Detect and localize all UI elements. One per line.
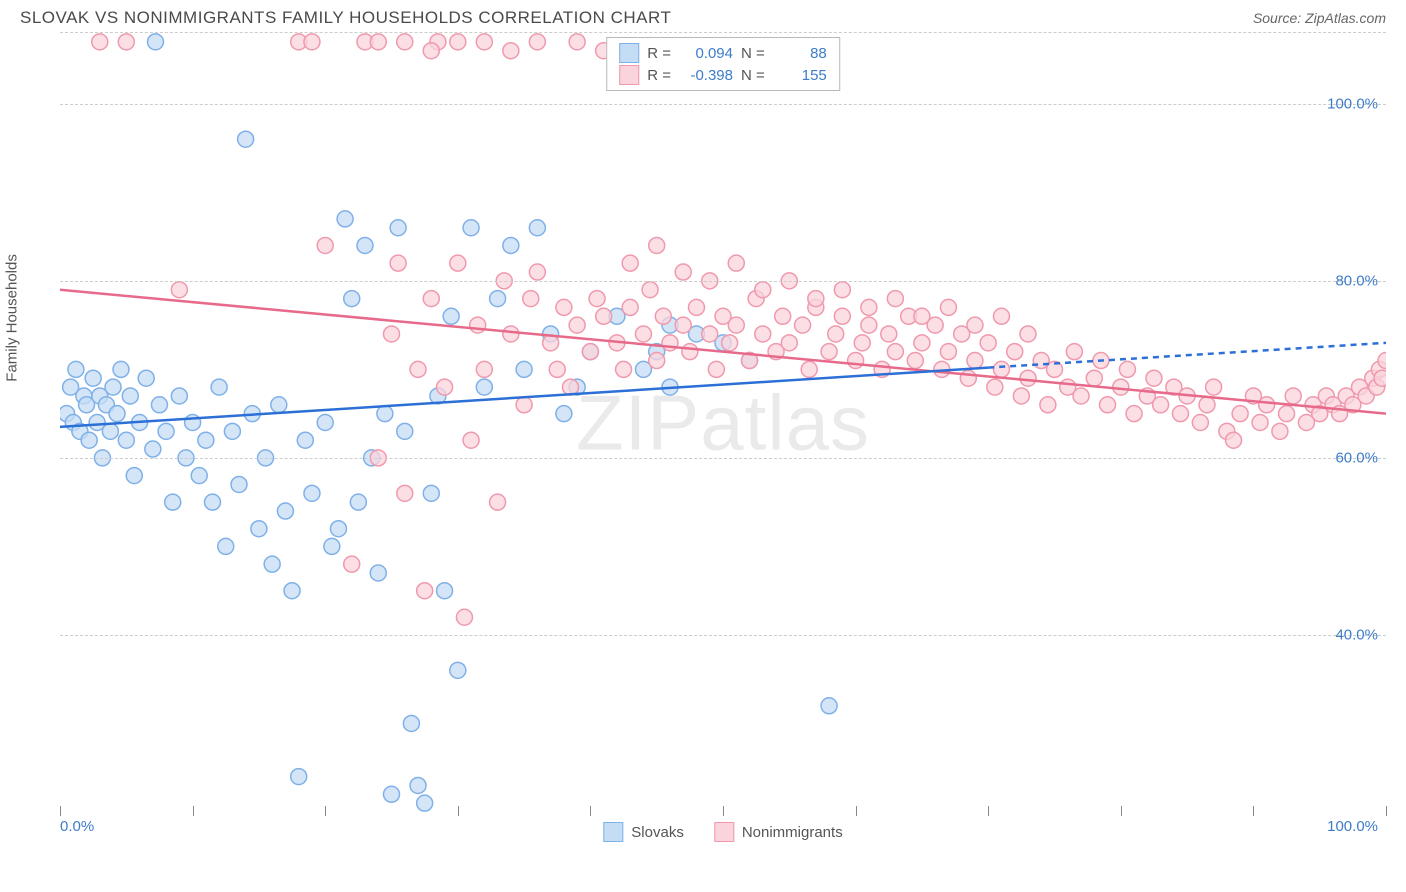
y-tick-label: 100.0% <box>1327 95 1378 112</box>
x-min-label: 0.0% <box>60 818 94 835</box>
source-label: Source: ZipAtlas.com <box>1253 10 1386 26</box>
legend-label: Slovaks <box>631 824 684 841</box>
n-value: 88 <box>773 45 827 62</box>
stats-row-2: R = -0.398 N = 155 <box>619 64 827 86</box>
legend-item-2: Nonimmigrants <box>714 822 843 842</box>
r-label: R = <box>647 67 671 84</box>
y-tick-label: 60.0% <box>1335 449 1378 466</box>
scatter-svg <box>60 33 1386 812</box>
plot-area: ZIPatlas R = 0.094 N = 88 R = -0.398 N =… <box>60 32 1386 812</box>
swatch-series1 <box>619 43 639 63</box>
n-value: 155 <box>773 67 827 84</box>
y-tick-label: 80.0% <box>1335 272 1378 289</box>
r-value: 0.094 <box>679 45 733 62</box>
y-axis-label: Family Households <box>4 254 21 382</box>
x-axis-labels: 0.0% 100.0% Slovaks Nonimmigrants <box>60 818 1386 842</box>
swatch-series1 <box>603 822 623 842</box>
swatch-series2 <box>714 822 734 842</box>
r-value: -0.398 <box>679 67 733 84</box>
series-legend: Slovaks Nonimmigrants <box>603 822 842 842</box>
y-tick-label: 40.0% <box>1335 626 1378 643</box>
x-max-label: 100.0% <box>1327 818 1378 835</box>
stats-row-1: R = 0.094 N = 88 <box>619 42 827 64</box>
chart-title: SLOVAK VS NONIMMIGRANTS FAMILY HOUSEHOLD… <box>20 8 671 28</box>
legend-label: Nonimmigrants <box>742 824 843 841</box>
r-label: R = <box>647 45 671 62</box>
legend-item-1: Slovaks <box>603 822 684 842</box>
chart-container: Family Households ZIPatlas R = 0.094 N =… <box>20 32 1386 842</box>
swatch-series2 <box>619 65 639 85</box>
stats-legend: R = 0.094 N = 88 R = -0.398 N = 155 <box>606 37 840 91</box>
n-label: N = <box>741 45 765 62</box>
n-label: N = <box>741 67 765 84</box>
